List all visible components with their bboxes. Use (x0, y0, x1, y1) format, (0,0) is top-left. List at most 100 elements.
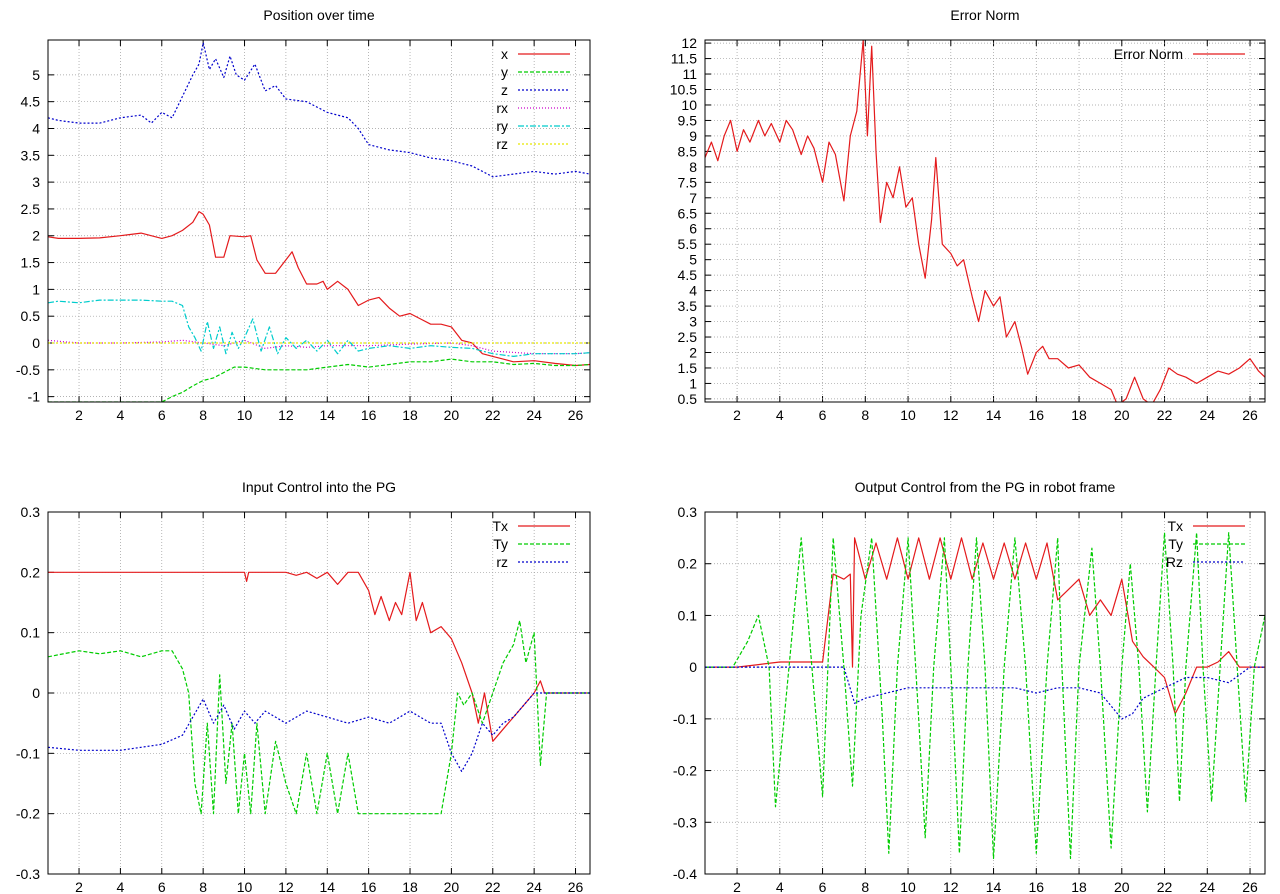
x-tick-label: 20 (1114, 879, 1130, 894)
y-tick-label: 8.5 (678, 143, 698, 159)
series-line-tx (705, 537, 1265, 715)
x-tick-label: 10 (237, 407, 253, 423)
legend-label-rz: rz (496, 136, 508, 152)
x-tick-label: 4 (117, 879, 125, 894)
x-tick-label: 2 (75, 407, 83, 423)
x-tick-label: 24 (1200, 407, 1216, 423)
legend-label-z: z (501, 82, 508, 98)
legend-label-ty: Ty (1168, 536, 1183, 552)
chart-4: Output Control from the PG in robot fram… (673, 479, 1266, 894)
legend-label-ty: Ty (493, 536, 508, 552)
series-line-ty (705, 532, 1265, 860)
y-tick-label: 0.2 (21, 564, 41, 580)
y-tick-label: -0.2 (16, 806, 40, 822)
x-tick-label: 12 (943, 407, 959, 423)
y-tick-label: 0.3 (21, 504, 41, 520)
x-tick-label: 8 (861, 407, 869, 423)
series-group (48, 571, 590, 815)
series-line-error-norm (705, 40, 1265, 402)
legend-label-tx: Tx (1167, 518, 1183, 534)
y-tick-label: 1.5 (678, 360, 698, 376)
x-tick-label: 16 (361, 407, 377, 423)
y-tick-label: 0 (32, 685, 40, 701)
legend: Error Norm (1114, 46, 1245, 62)
y-tick-label: 1 (32, 281, 40, 297)
y-tick-label: 2 (32, 228, 40, 244)
y-tick-label: 2.5 (678, 329, 698, 345)
x-tick-label: 12 (278, 879, 294, 894)
plot-frame (704, 511, 1266, 875)
x-tick-label: 2 (75, 879, 83, 894)
x-tick-label: 22 (485, 879, 501, 894)
x-tick-label: 22 (1157, 407, 1173, 423)
x-tick-label: 6 (158, 407, 166, 423)
y-tick-label: 4.5 (21, 94, 41, 110)
legend-label-y: y (501, 64, 508, 80)
legend-label-ry: ry (496, 118, 508, 134)
y-tick-label: 0.1 (678, 607, 698, 623)
x-tick-label: 10 (237, 879, 253, 894)
x-tick-label: 4 (776, 879, 784, 894)
series-line-y (48, 358, 590, 402)
y-tick-label: 3 (689, 314, 697, 330)
y-tick-label: 3.5 (21, 147, 41, 163)
plot-frame (47, 511, 591, 875)
y-tick-label: -1 (28, 389, 41, 405)
y-tick-label: 4 (689, 283, 697, 299)
y-tick-label: 0 (32, 335, 40, 351)
y-tick-label: 6.5 (678, 205, 698, 221)
y-tick-label: 5.5 (678, 236, 698, 252)
series-line-ty (48, 620, 590, 815)
chart-title: Input Control into the PG (242, 479, 396, 495)
y-tick-label: 2.5 (21, 201, 41, 217)
y-tick-label: 11 (682, 66, 697, 82)
series-line-ry (48, 299, 590, 357)
plot-frame (704, 39, 1266, 403)
x-tick-label: 20 (444, 407, 460, 423)
x-tick-label: 16 (1029, 407, 1045, 423)
x-tick-label: 6 (158, 879, 166, 894)
x-tick-label: 18 (402, 407, 418, 423)
y-tick-label: 7 (689, 190, 697, 206)
y-tick-label: 0 (689, 659, 697, 675)
y-tick-label: 10.5 (670, 82, 697, 98)
y-tick-label: -0.1 (16, 745, 40, 761)
chart-3: Input Control into the PG2 4 6 8 10 12 14 16 18 2… (16, 479, 591, 894)
legend-label-rz: Rz (1166, 554, 1183, 570)
x-tick-label: 8 (199, 879, 207, 894)
y-tick-label: -0.3 (673, 814, 697, 830)
y-tick-label: 5 (689, 252, 697, 268)
y-tick-label: 10 (681, 97, 697, 113)
y-tick-label: 9 (689, 128, 697, 144)
x-tick-label: 18 (1071, 407, 1087, 423)
chart-title: Output Control from the PG in robot fram… (855, 479, 1116, 495)
y-tick-label: 0.1 (21, 625, 41, 641)
y-tick-label: 0.2 (678, 556, 698, 572)
x-tick-label: 16 (1029, 879, 1045, 894)
series-line-tx (48, 571, 590, 742)
x-tick-label: 14 (986, 407, 1002, 423)
x-tick-label: 26 (1242, 407, 1258, 423)
legend-label-tx: Tx (492, 518, 508, 534)
x-tick-label: 20 (444, 879, 460, 894)
y-tick-label: -0.4 (673, 866, 697, 882)
series-group (705, 532, 1265, 860)
legend: Tx Ty rz (492, 518, 570, 570)
y-tick-label: 0.5 (678, 391, 698, 407)
x-tick-label: 24 (526, 879, 542, 894)
x-tick-label: 18 (402, 879, 418, 894)
x-tick-label: 14 (319, 879, 335, 894)
series-group (705, 40, 1265, 402)
x-tick-label: 4 (776, 407, 784, 423)
y-tick-label: -0.3 (16, 866, 40, 882)
legend-label-x: x (501, 46, 508, 62)
y-tick-label: 1.5 (21, 255, 41, 271)
series-line-z (48, 42, 590, 178)
y-tick-label: 2 (689, 344, 697, 360)
series-line-x (48, 211, 590, 367)
x-tick-label: 16 (361, 879, 377, 894)
plot-frame (47, 39, 591, 403)
series-line-rx (48, 339, 590, 355)
